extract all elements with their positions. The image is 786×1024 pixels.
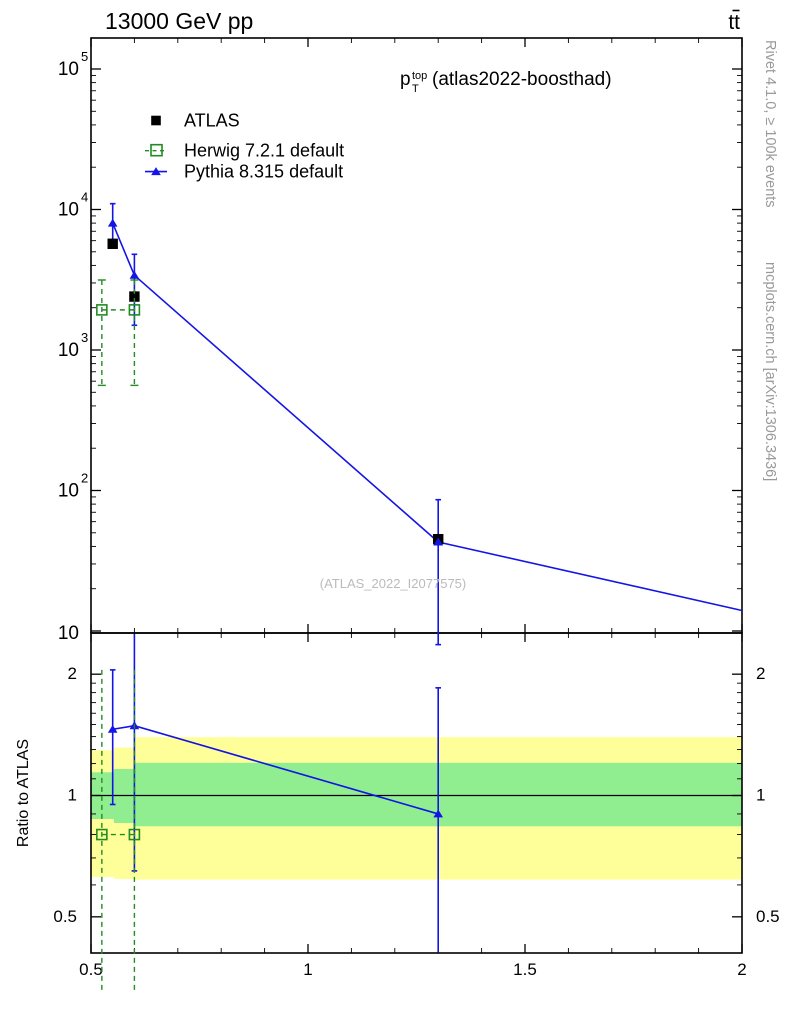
- svg-text:(atlas2022-boosthad): (atlas2022-boosthad): [432, 69, 612, 90]
- svg-text:0.5: 0.5: [79, 960, 103, 979]
- svg-text:mcplots.cern.ch [arXiv:1306.34: mcplots.cern.ch [arXiv:1306.3436]: [762, 262, 778, 481]
- svg-text:Ratio to ATLAS: Ratio to ATLAS: [15, 739, 32, 847]
- svg-text:tt: tt: [728, 11, 740, 34]
- svg-text:10: 10: [58, 200, 79, 221]
- svg-text:1.5: 1.5: [513, 960, 537, 979]
- svg-text:3: 3: [81, 330, 88, 345]
- svg-text:1: 1: [756, 786, 765, 805]
- svg-text:T: T: [412, 83, 419, 95]
- svg-text:10: 10: [58, 59, 79, 80]
- svg-text:0.5: 0.5: [756, 907, 780, 926]
- svg-text:2: 2: [68, 664, 77, 683]
- svg-text:10: 10: [58, 481, 79, 502]
- svg-text:10: 10: [58, 623, 79, 644]
- svg-text:(ATLAS_2022_I2077575): (ATLAS_2022_I2077575): [320, 576, 466, 591]
- svg-text:2: 2: [737, 960, 746, 979]
- svg-text:5: 5: [81, 49, 88, 64]
- svg-text:0.5: 0.5: [53, 907, 77, 926]
- svg-text:Pythia 8.315 default: Pythia 8.315 default: [184, 162, 343, 182]
- svg-text:2: 2: [756, 664, 765, 683]
- svg-text:4: 4: [81, 190, 88, 205]
- svg-text:p: p: [400, 69, 411, 90]
- svg-text:2: 2: [81, 471, 88, 486]
- svg-text:10: 10: [58, 340, 79, 361]
- svg-text:Rivet 4.1.0, ≥ 100k events: Rivet 4.1.0, ≥ 100k events: [762, 40, 778, 208]
- svg-text:1: 1: [303, 960, 312, 979]
- svg-text:Herwig 7.2.1 default: Herwig 7.2.1 default: [184, 141, 344, 161]
- svg-text:13000 GeV pp: 13000 GeV pp: [105, 8, 253, 34]
- svg-text:1: 1: [68, 786, 77, 805]
- svg-text:ATLAS: ATLAS: [184, 111, 240, 131]
- svg-text:top: top: [412, 70, 427, 82]
